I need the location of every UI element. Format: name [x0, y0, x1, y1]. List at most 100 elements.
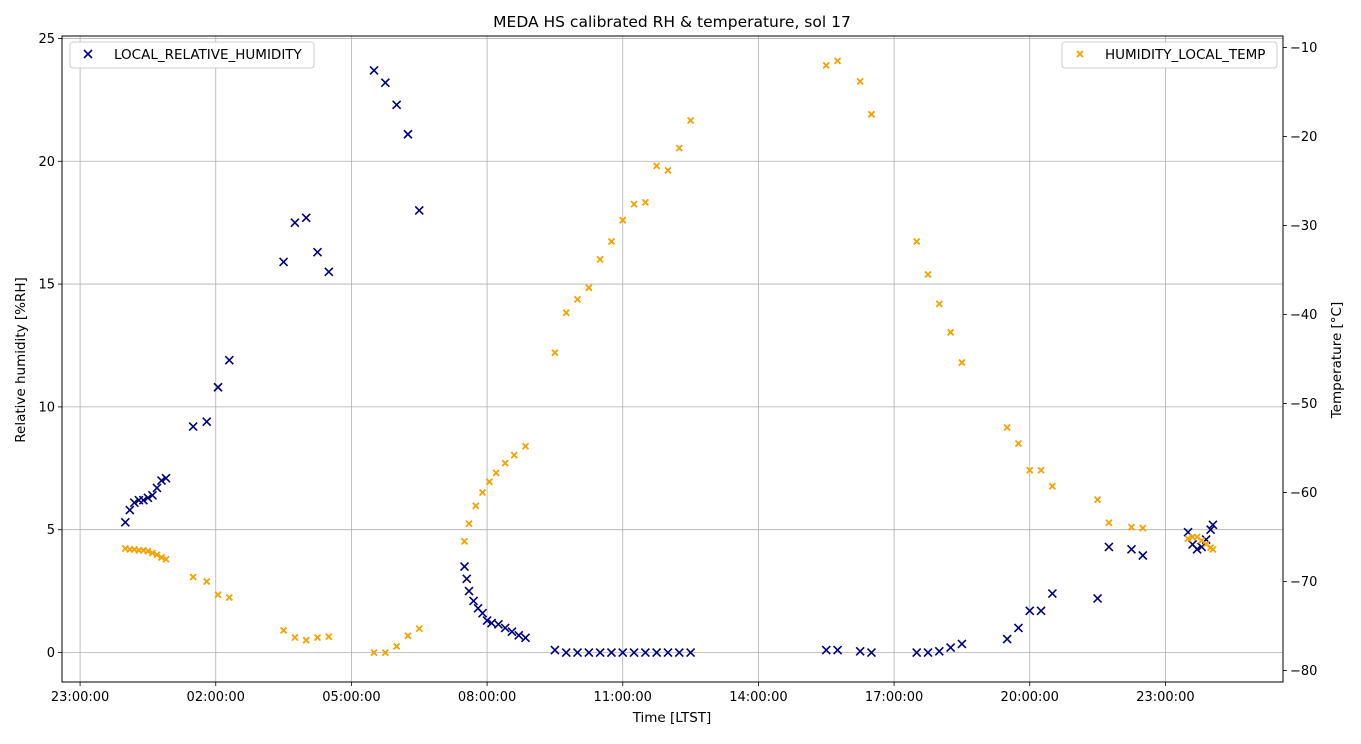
- y-right-tick-label: −70: [1290, 575, 1317, 590]
- data-point: [822, 61, 830, 70]
- data-point: [521, 442, 530, 450]
- data-point: [585, 284, 593, 292]
- grid-layer: [62, 36, 1283, 682]
- legend-marker-relative-humidity: [83, 49, 93, 59]
- data-point: [1026, 466, 1034, 474]
- data-point: [1105, 519, 1113, 527]
- data-point: [465, 519, 473, 528]
- data-point: [1138, 550, 1148, 561]
- data-point: [596, 255, 604, 263]
- x-tick-label: 11:00:00: [594, 690, 652, 705]
- data-point: [934, 646, 944, 656]
- data-point: [520, 633, 531, 643]
- data-point: [584, 647, 594, 658]
- data-point: [551, 349, 559, 357]
- data-point: [214, 591, 222, 599]
- data-point: [573, 295, 582, 304]
- x-axis-label: Time [LTST]: [632, 710, 712, 726]
- data-point: [832, 645, 843, 655]
- data-point: [492, 469, 500, 477]
- y-right-tick-label: −10: [1290, 41, 1317, 56]
- x-tick-label: 17:00:00: [865, 690, 923, 705]
- data-point: [856, 77, 864, 86]
- y-axis-left-ticks: 0 5 10 15 20 25: [38, 32, 62, 661]
- series-layer: [120, 57, 1218, 658]
- x-axis-ticks: 23:00:00 02:00:00 05:00:00 08:00:00 11:00:00…: [51, 682, 1195, 705]
- data-point: [686, 647, 696, 658]
- data-point: [675, 144, 683, 152]
- data-point: [392, 100, 402, 110]
- data-point: [629, 647, 639, 658]
- data-point: [301, 213, 311, 223]
- legend-local-temp: HUMIDITY_LOCAL_TEMP: [1061, 41, 1278, 69]
- data-point: [138, 495, 148, 505]
- data-point: [641, 198, 650, 207]
- data-point: [821, 645, 831, 655]
- data-point: [923, 647, 933, 658]
- data-point: [161, 473, 171, 483]
- data-point: [500, 623, 510, 633]
- data-point: [1093, 495, 1102, 504]
- data-point: [156, 476, 167, 486]
- data-point: [1104, 542, 1114, 552]
- data-point: [188, 421, 198, 432]
- data-point: [957, 639, 967, 649]
- data-point: [324, 267, 334, 277]
- data-point: [1014, 439, 1023, 448]
- legend-marker-local-temp: [1076, 50, 1084, 58]
- data-point: [833, 57, 842, 65]
- data-point: [664, 166, 672, 174]
- series-local-temp: [121, 57, 1217, 657]
- data-point: [507, 627, 517, 637]
- legend-box-left: [69, 41, 315, 69]
- data-point: [607, 237, 616, 246]
- legend-relative-humidity: LOCAL_RELATIVE_HUMIDITY: [69, 41, 315, 69]
- data-point: [152, 483, 162, 493]
- y-axis-right-ticks: −80 −70 −60 −50 −40 −30 −20 −10: [1283, 41, 1317, 679]
- data-point: [147, 490, 158, 500]
- data-point: [1197, 542, 1207, 552]
- x-tick-label: 02:00:00: [187, 690, 245, 705]
- data-point: [1047, 589, 1057, 599]
- x-tick-label: 20:00:00: [1001, 690, 1059, 705]
- data-point: [153, 551, 161, 559]
- data-point: [913, 237, 921, 246]
- data-point: [478, 488, 487, 497]
- data-point: [550, 645, 560, 655]
- data-point: [404, 632, 412, 640]
- data-point: [630, 200, 638, 208]
- data-point: [595, 647, 605, 658]
- data-point: [1127, 523, 1136, 531]
- data-point: [855, 646, 865, 656]
- data-point: [291, 633, 299, 642]
- data-point: [125, 505, 135, 515]
- legend-box-right: [1061, 41, 1278, 69]
- data-point: [1025, 606, 1035, 616]
- data-point: [224, 355, 234, 365]
- data-point: [1002, 634, 1012, 644]
- y-left-tick-label: 15: [38, 278, 55, 293]
- data-point: [312, 247, 323, 257]
- data-point: [640, 647, 650, 658]
- data-point: [514, 630, 524, 640]
- data-point: [1003, 423, 1011, 432]
- x-tick-label: 23:00:00: [1136, 690, 1194, 705]
- data-point: [572, 647, 583, 658]
- data-point: [1208, 520, 1218, 530]
- data-point: [189, 573, 197, 581]
- data-point: [460, 537, 469, 546]
- data-point: [468, 596, 479, 606]
- data-point: [279, 626, 288, 635]
- data-point: [225, 593, 233, 602]
- y-left-tick-label: 0: [47, 646, 55, 661]
- data-point: [487, 618, 497, 628]
- data-point: [663, 647, 673, 658]
- data-point: [686, 116, 695, 125]
- data-point: [462, 574, 472, 584]
- y-left-tick-label: 25: [38, 32, 55, 47]
- chart-title: MEDA HS calibrated RH & temperature, sol…: [493, 13, 851, 31]
- y-right-tick-label: −50: [1290, 397, 1317, 412]
- data-point: [203, 577, 211, 586]
- data-point: [369, 65, 379, 75]
- data-point: [414, 205, 424, 215]
